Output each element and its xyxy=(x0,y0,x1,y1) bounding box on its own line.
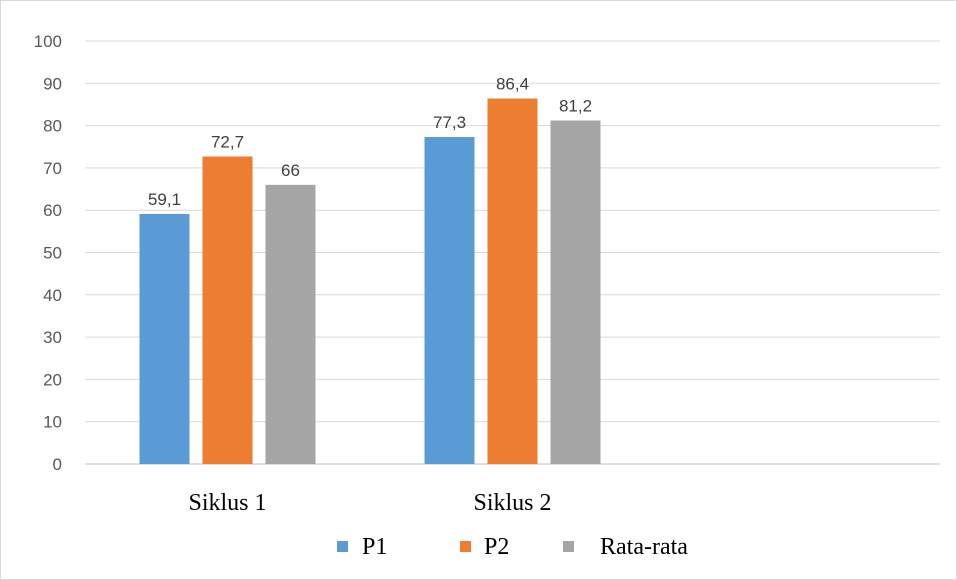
x-axis: Siklus 1 Siklus 2 xyxy=(188,490,551,516)
bar xyxy=(487,98,538,464)
x-tick-label: Siklus 1 xyxy=(188,490,266,516)
bar xyxy=(265,184,316,464)
legend-swatch xyxy=(563,541,574,552)
y-tick-label: 60 xyxy=(43,201,62,220)
legend-swatch xyxy=(460,541,471,552)
data-label: 66 xyxy=(281,161,300,180)
legend-label: P2 xyxy=(484,534,509,560)
y-tick-label: 80 xyxy=(43,117,62,136)
y-tick-label: 10 xyxy=(43,413,62,432)
bar xyxy=(424,137,475,464)
data-label: 86,4 xyxy=(496,75,529,94)
y-tick-label: 40 xyxy=(43,286,62,305)
legend-label: P1 xyxy=(362,534,387,560)
y-tick-label: 0 xyxy=(53,455,62,474)
y-tick-label: 50 xyxy=(43,244,62,263)
y-tick-label: 90 xyxy=(43,74,62,93)
data-label: 72,7 xyxy=(211,132,244,151)
data-label: 81,2 xyxy=(559,97,592,116)
data-labels: 59,1 72,7 66 77,3 86,4 81,2 xyxy=(148,75,592,209)
x-tick-label: Siklus 2 xyxy=(473,490,551,516)
legend-swatch xyxy=(337,541,348,552)
data-label: 77,3 xyxy=(433,113,466,132)
legend: P1 P2 Rata-rata xyxy=(337,534,688,560)
bars xyxy=(139,98,601,465)
bar xyxy=(139,214,190,464)
legend-label: Rata-rata xyxy=(600,534,688,560)
data-label: 59,1 xyxy=(148,190,181,209)
bar xyxy=(550,120,601,465)
y-tick-label: 30 xyxy=(43,328,62,347)
y-tick-label: 100 xyxy=(34,32,62,51)
y-tick-label: 20 xyxy=(43,370,62,389)
bar xyxy=(202,156,253,464)
y-tick-label: 70 xyxy=(43,159,62,178)
y-axis: 0 10 20 30 40 50 60 70 80 90 100 xyxy=(34,32,62,474)
